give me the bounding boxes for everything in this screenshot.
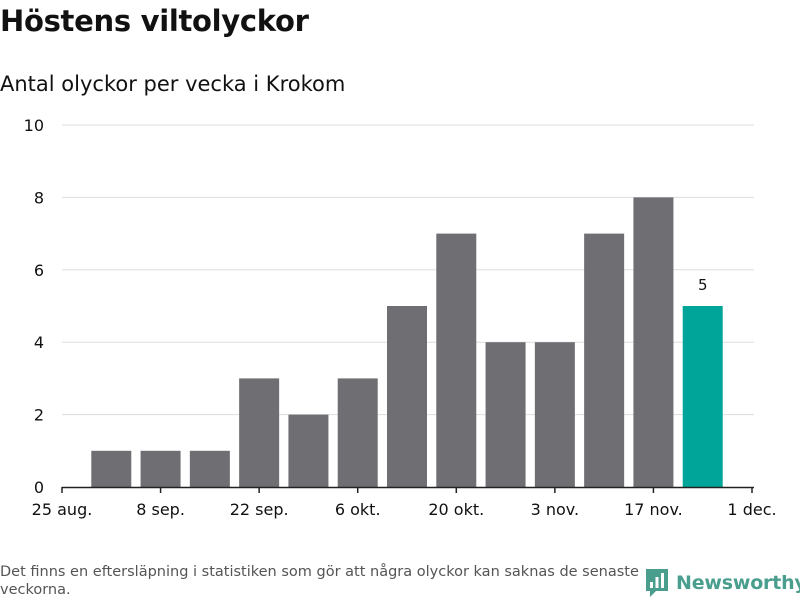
x-tick-label-2025-11-17: 17 nov. [624, 500, 683, 519]
bar-2025-11-17 [633, 197, 674, 487]
bar-2025-09-08 [140, 450, 181, 487]
bar-2025-10-27 [485, 342, 526, 487]
brand-name: Newsworthy [676, 572, 800, 594]
bars [91, 197, 723, 487]
y-tick-label-4: 4 [34, 333, 44, 352]
bar-2025-10-06 [337, 378, 378, 487]
bar-2025-11-03 [534, 342, 575, 487]
x-tick-label-2025-12-01: 1 dec. [727, 500, 776, 519]
bar-2025-09-29 [288, 414, 329, 487]
y-tick-label-8: 8 [34, 188, 44, 207]
bar-2025-10-13 [387, 306, 427, 487]
x-axis: 25 aug. 8 sep. 22 sep. 6 okt. 20 okt. 3 nov. 1… [32, 486, 777, 519]
x-tick-label-2025-08-25: 25 aug. [32, 500, 93, 519]
data-labels: 5 [698, 276, 708, 294]
chart-title: Höstens viltolyckor [0, 4, 309, 38]
bar-2025-10-20 [436, 233, 477, 487]
y-tick-label-6: 6 [34, 261, 44, 280]
y-tick-label-0: 0 [34, 478, 44, 497]
x-tick-label-2025-09-22: 22 sep. [230, 500, 289, 519]
x-tick-label-2025-10-20: 20 okt. [428, 500, 484, 519]
bar-2025-11-24 [682, 306, 723, 487]
x-tick-label-2025-09-08: 8 sep. [136, 500, 185, 519]
x-tick-label-2025-11-03: 3 nov. [531, 500, 580, 519]
y-tick-label-2: 2 [34, 406, 44, 425]
y-axis: 0 2 4 6 8 10 [24, 116, 44, 497]
bar-2025-09-22 [239, 378, 280, 487]
data-label-2025-11-24: 5 [698, 276, 708, 294]
bar-2025-11-10 [584, 233, 625, 487]
footnote: Det finns en eftersläpning i statistiken… [0, 564, 639, 598]
y-tick-label-10: 10 [24, 116, 44, 135]
brand[interactable]: Newsworthy [644, 568, 800, 598]
x-tick-label-2025-10-06: 6 okt. [335, 500, 381, 519]
bar-2025-09-01 [91, 450, 132, 487]
newsworthy-logo-icon [646, 569, 668, 597]
chart-subtitle: Antal olyckor per vecka i Krokom [0, 72, 346, 96]
bar-2025-09-15 [189, 450, 230, 487]
